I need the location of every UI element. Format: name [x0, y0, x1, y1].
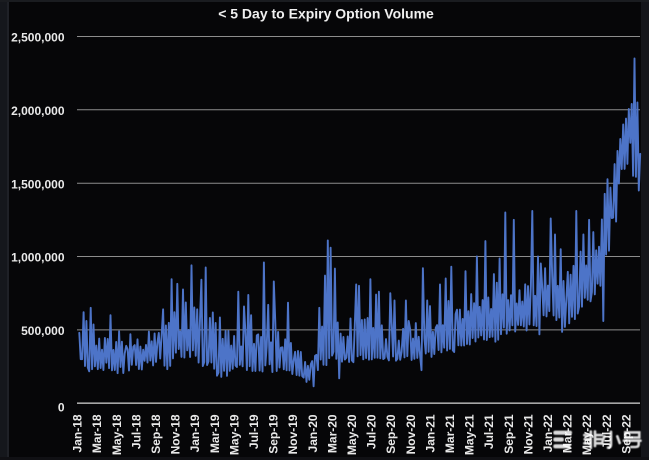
- svg-text:Mar-21: Mar-21: [443, 414, 457, 453]
- svg-text:Sep-19: Sep-19: [267, 414, 281, 454]
- svg-text:Jan-19: Jan-19: [188, 414, 202, 452]
- svg-text:Jul-20: Jul-20: [365, 414, 379, 449]
- svg-text:Sep-18: Sep-18: [149, 414, 163, 454]
- svg-text:Mar-18: Mar-18: [90, 414, 104, 453]
- svg-text:Sep-21: Sep-21: [502, 414, 516, 454]
- svg-text:Mar-19: Mar-19: [208, 414, 222, 453]
- svg-text:May-19: May-19: [227, 414, 241, 455]
- svg-text:Jul-18: Jul-18: [129, 414, 143, 449]
- svg-text:< 5 Day to Expiry Option Volum: < 5 Day to Expiry Option Volume: [218, 6, 434, 22]
- svg-text:Mar-20: Mar-20: [325, 414, 339, 453]
- svg-text:1,500,000: 1,500,000: [11, 177, 65, 191]
- svg-text:2,500,000: 2,500,000: [11, 31, 65, 45]
- svg-text:May-21: May-21: [463, 414, 477, 455]
- svg-text:Nov-21: Nov-21: [521, 414, 535, 454]
- svg-text:May-20: May-20: [345, 414, 359, 455]
- svg-text:Jan-18: Jan-18: [71, 414, 85, 452]
- svg-text:Sep-20: Sep-20: [384, 414, 398, 454]
- svg-text:500,000: 500,000: [21, 324, 65, 338]
- svg-text:Nov-19: Nov-19: [286, 414, 300, 454]
- svg-text:Nov-18: Nov-18: [169, 414, 183, 454]
- svg-text:Nov-20: Nov-20: [404, 414, 418, 454]
- svg-text:Jan-21: Jan-21: [423, 414, 437, 452]
- svg-text:Jan-20: Jan-20: [306, 414, 320, 452]
- svg-text:0: 0: [58, 401, 65, 415]
- svg-text:1,000,000: 1,000,000: [11, 251, 65, 265]
- svg-text:2,000,000: 2,000,000: [11, 104, 65, 118]
- svg-text:Jan-22: Jan-22: [541, 414, 555, 452]
- svg-text:Jul-21: Jul-21: [482, 414, 496, 449]
- svg-text:Jul-19: Jul-19: [247, 414, 261, 449]
- svg-text:May-18: May-18: [110, 414, 124, 455]
